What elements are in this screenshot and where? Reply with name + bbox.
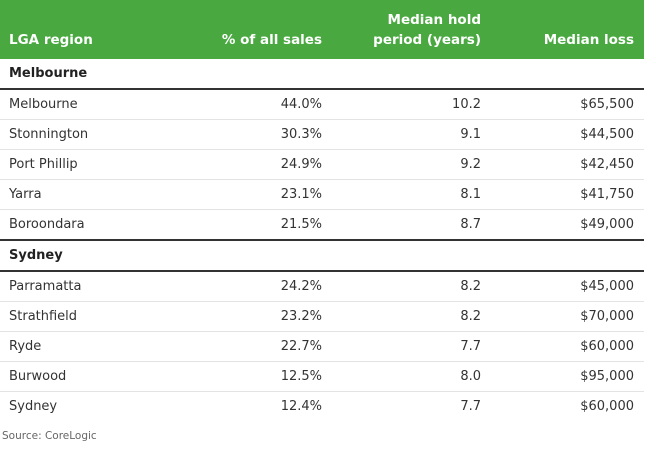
group-divider [0, 270, 644, 272]
table-row: Sydney 12.4% 7.7 $60,000 [0, 392, 644, 421]
cell-loss: $49,000 [580, 217, 634, 232]
cell-hold: 9.1 [460, 127, 481, 142]
cell-loss: $70,000 [580, 309, 634, 324]
group-divider [0, 88, 644, 90]
cell-region: Stonnington [9, 127, 89, 142]
cell-pct: 24.2% [280, 279, 322, 294]
cell-pct: 22.7% [280, 339, 322, 354]
cell-hold: 8.7 [460, 217, 481, 232]
cell-region: Port Phillip [9, 157, 78, 172]
source-note: Source: CoreLogic [2, 430, 97, 442]
cell-region: Yarra [9, 187, 42, 202]
table-row: Strathfield 23.2% 8.2 $70,000 [0, 302, 644, 332]
cell-hold: 8.0 [460, 369, 481, 384]
table-row: Parramatta 24.2% 8.2 $45,000 [0, 272, 644, 302]
cell-loss: $45,000 [580, 279, 634, 294]
cell-loss: $44,500 [580, 127, 634, 142]
cell-region: Burwood [9, 369, 67, 384]
group-header-sydney: Sydney [0, 241, 644, 270]
cell-region: Boroondara [9, 217, 85, 232]
cell-loss: $41,750 [580, 187, 634, 202]
cell-pct: 23.2% [280, 309, 322, 324]
table-row: Melbourne 44.0% 10.2 $65,500 [0, 90, 644, 120]
cell-hold: 8.1 [460, 187, 481, 202]
cell-pct: 12.4% [280, 399, 322, 414]
cell-hold: 7.7 [460, 339, 481, 354]
cell-loss: $65,500 [580, 97, 634, 112]
cell-region: Sydney [9, 399, 58, 414]
column-header-hold-period: Median hold period (years) [373, 10, 481, 50]
group-header-melbourne: Melbourne [0, 59, 644, 88]
cell-pct: 24.9% [280, 157, 322, 172]
cell-loss: $60,000 [580, 339, 634, 354]
table-row: Boroondara 21.5% 8.7 $49,000 [0, 210, 644, 239]
column-header-median-loss: Median loss [543, 32, 634, 48]
cell-pct: 23.1% [280, 187, 322, 202]
column-header-hold-line1: Median hold [387, 12, 481, 28]
cell-hold: 8.2 [460, 279, 481, 294]
cell-region: Melbourne [9, 97, 78, 112]
cell-pct: 12.5% [280, 369, 322, 384]
cell-region: Parramatta [9, 279, 82, 294]
data-table: LGA region % of all sales Median hold pe… [0, 0, 644, 421]
table-row: Stonnington 30.3% 9.1 $44,500 [0, 120, 644, 150]
table-row: Yarra 23.1% 8.1 $41,750 [0, 180, 644, 210]
cell-hold: 10.2 [452, 97, 481, 112]
cell-loss: $60,000 [580, 399, 634, 414]
cell-region: Ryde [9, 339, 42, 354]
cell-loss: $95,000 [580, 369, 634, 384]
section-divider [0, 239, 644, 241]
cell-hold: 8.2 [460, 309, 481, 324]
table-row: Ryde 22.7% 7.7 $60,000 [0, 332, 644, 362]
cell-pct: 44.0% [280, 97, 322, 112]
cell-region: Strathfield [9, 309, 78, 324]
column-header-hold-line2: period (years) [373, 32, 481, 48]
column-header-pct-sales: % of all sales [221, 32, 322, 48]
group-label: Sydney [9, 248, 63, 263]
cell-hold: 9.2 [460, 157, 481, 172]
cell-pct: 30.3% [280, 127, 322, 142]
table-row: Port Phillip 24.9% 9.2 $42,450 [0, 150, 644, 180]
cell-pct: 21.5% [280, 217, 322, 232]
table-header: LGA region % of all sales Median hold pe… [0, 0, 644, 59]
column-header-region: LGA region [9, 32, 93, 48]
cell-loss: $42,450 [580, 157, 634, 172]
table-row: Burwood 12.5% 8.0 $95,000 [0, 362, 644, 392]
group-label: Melbourne [9, 66, 88, 81]
cell-hold: 7.7 [460, 399, 481, 414]
